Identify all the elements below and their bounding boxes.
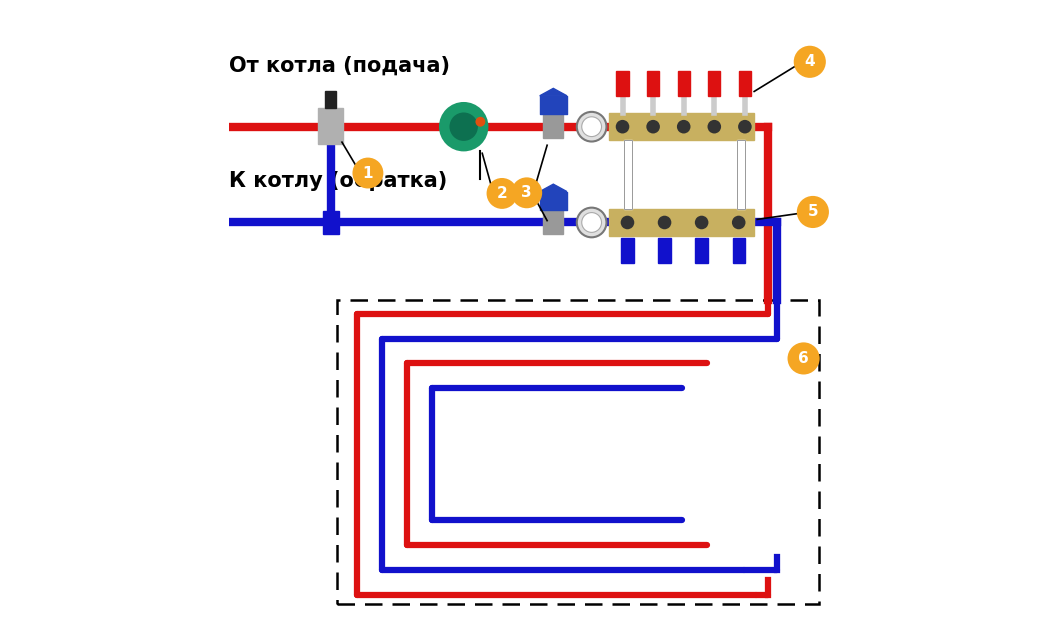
Bar [624,140,633,209]
Circle shape [658,216,672,229]
Bar [624,140,633,209]
Text: 6: 6 [798,351,809,366]
Polygon shape [540,184,566,192]
Circle shape [695,216,708,229]
Circle shape [487,178,517,209]
Bar [737,140,745,209]
Text: 3: 3 [521,185,532,200]
Bar [621,238,634,263]
Circle shape [787,342,820,375]
Bar [678,71,689,96]
Circle shape [582,213,601,232]
Circle shape [511,177,542,208]
Text: 1: 1 [363,166,373,180]
Text: К котлу (обратка): К котлу (обратка) [229,170,447,191]
Bar [543,210,563,234]
Circle shape [439,102,489,151]
Text: 5: 5 [807,205,818,219]
Bar [708,71,721,96]
Bar [609,209,755,236]
Bar [609,113,755,140]
Circle shape [616,120,630,133]
Text: От котла (подача): От котла (подача) [229,56,450,76]
Bar [325,91,336,108]
Bar [658,238,671,263]
Polygon shape [540,88,566,96]
Bar [318,108,344,144]
Circle shape [621,216,634,229]
Circle shape [797,196,829,228]
Text: 2: 2 [497,186,508,201]
Circle shape [582,117,601,137]
Circle shape [731,216,745,229]
Circle shape [577,112,606,142]
Circle shape [794,46,826,78]
Bar [696,238,707,263]
Bar [543,114,563,138]
Circle shape [352,158,384,188]
Circle shape [577,208,606,237]
Bar [733,238,745,263]
Bar [739,71,751,96]
Circle shape [738,120,751,133]
Text: 4: 4 [804,54,816,69]
Circle shape [646,120,660,133]
Bar [323,211,338,234]
Circle shape [475,117,486,127]
Bar [337,300,819,604]
Circle shape [707,120,721,133]
Bar [616,71,628,96]
Circle shape [677,120,691,133]
Circle shape [450,112,478,141]
Bar [647,71,659,96]
Bar [737,140,745,209]
